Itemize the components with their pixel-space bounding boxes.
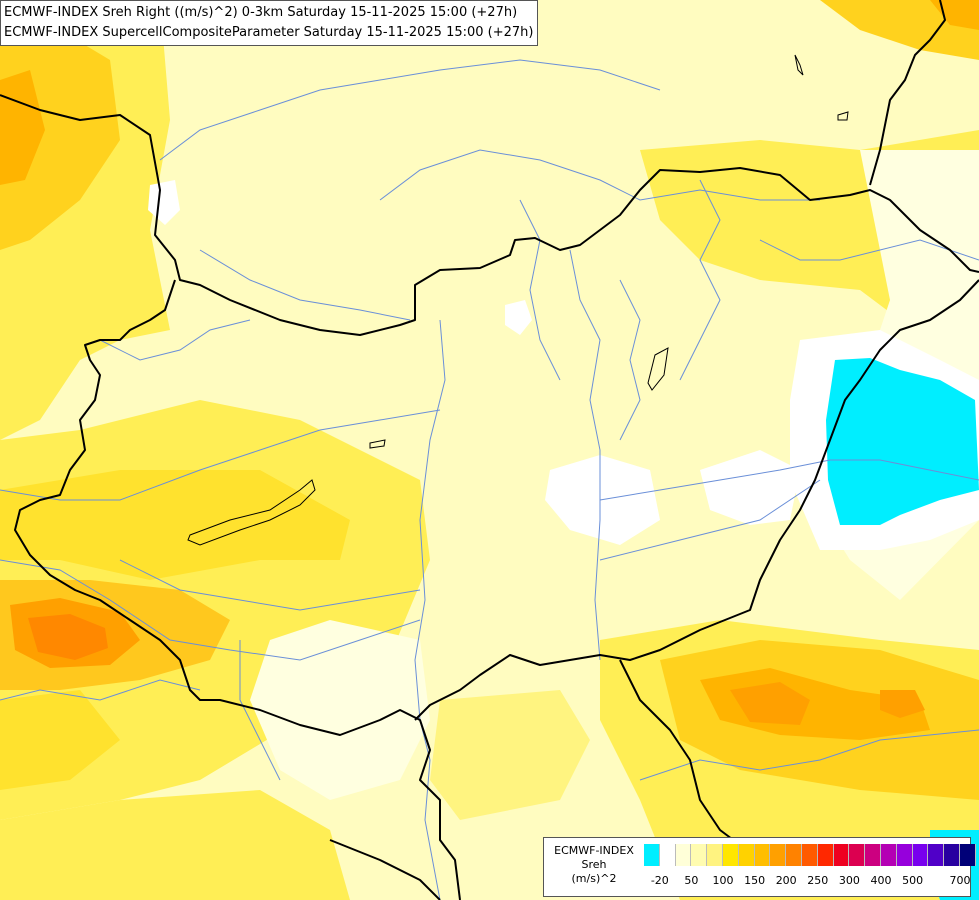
legend-swatch — [707, 844, 723, 866]
legend-tick-label: 200 — [775, 874, 797, 887]
legend-swatch — [817, 844, 834, 866]
legend-tick-label: 50 — [684, 874, 699, 887]
legend-swatch — [754, 844, 771, 866]
legend-title-line-2: Sreh — [581, 858, 607, 871]
legend-swatch — [786, 844, 802, 866]
legend-tick-label: 150 — [744, 874, 766, 887]
legend-swatch — [691, 844, 708, 866]
legend-title: ECMWF-INDEX Sreh (m/s)^2 — [548, 844, 640, 886]
legend-swatch — [659, 844, 676, 866]
legend-tick-labels: -20 50 100 150 200 250 300 400 500 700 — [644, 874, 971, 888]
legend-tick-label: 300 — [838, 874, 860, 887]
title-line-1: ECMWF-INDEX Sreh Right ((m/s)^2) 0-3km S… — [4, 5, 518, 20]
legend-title-line-3: (m/s)^2 — [571, 872, 617, 885]
legend-swatch — [928, 844, 945, 866]
legend-tick-label: 700 — [949, 874, 971, 887]
legend-swatch — [880, 844, 897, 866]
legend-swatch — [896, 844, 913, 866]
title-line-2: ECMWF-INDEX SupercellCompositeParameter … — [4, 25, 534, 40]
legend-swatch — [912, 844, 929, 866]
lakes — [187, 54, 849, 546]
legend-swatch — [675, 844, 692, 866]
legend-swatch — [801, 844, 818, 866]
color-legend: ECMWF-INDEX Sreh (m/s)^2 -20 50 100 150 200 2… — [543, 837, 976, 897]
legend-swatch — [865, 844, 881, 866]
legend-title-line-1: ECMWF-INDEX — [554, 844, 634, 857]
legend-tick-label: -20 — [650, 874, 669, 887]
legend-tick-label: 100 — [712, 874, 734, 887]
legend-swatch — [644, 844, 660, 866]
legend-swatch — [849, 844, 866, 866]
legend-color-bar — [644, 844, 976, 866]
legend-tick-label: 250 — [807, 874, 829, 887]
legend-swatch — [738, 844, 755, 866]
legend-swatch — [833, 844, 850, 866]
legend-swatch — [959, 844, 976, 866]
rivers — [0, 59, 979, 900]
map-title-box: ECMWF-INDEX Sreh Right ((m/s)^2) 0-3km S… — [0, 0, 539, 46]
legend-tick-label: 400 — [870, 874, 892, 887]
legend-swatch — [722, 844, 739, 866]
legend-swatch — [944, 844, 960, 866]
legend-tick-label: 500 — [902, 874, 924, 887]
legend-swatch — [770, 844, 787, 866]
